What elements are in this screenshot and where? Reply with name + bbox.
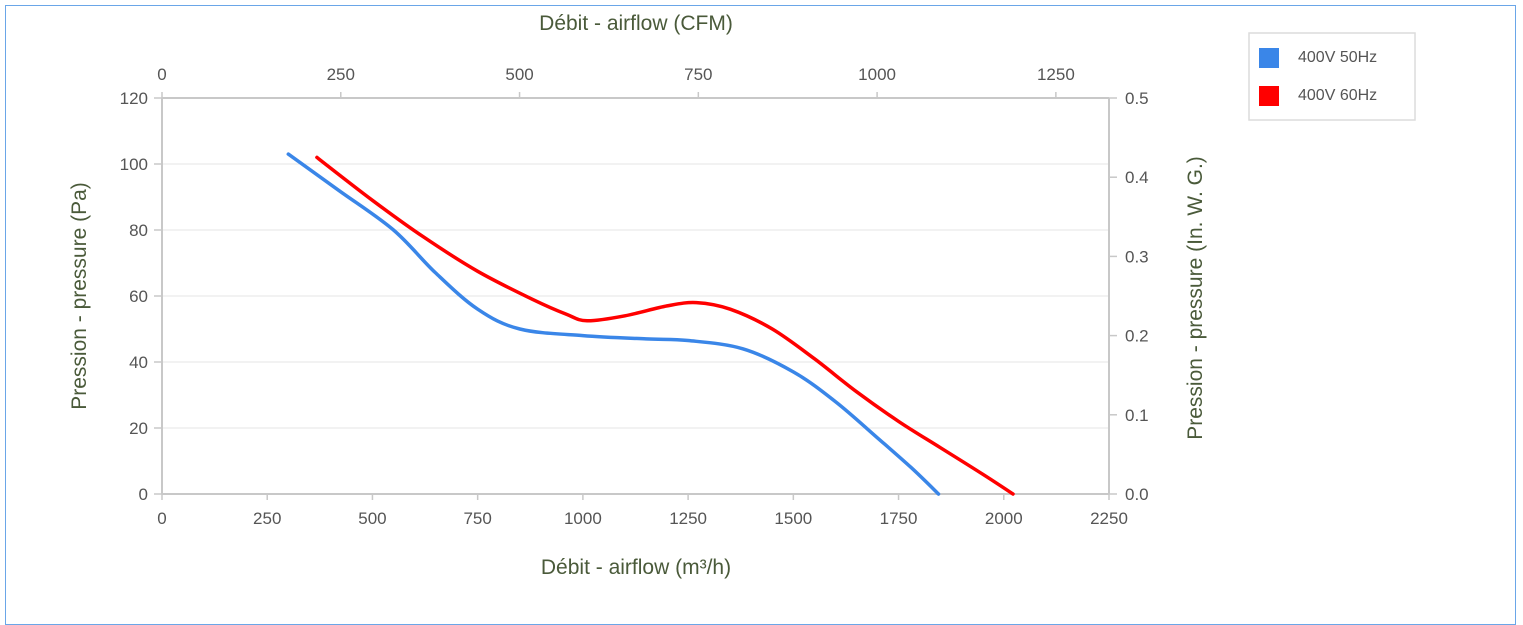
legend-box	[1248, 32, 1416, 121]
y-left-tick-label: 120	[120, 89, 148, 108]
x-top-tick-label: 1250	[1037, 65, 1075, 84]
x-bottom-tick-label: 2250	[1090, 509, 1128, 528]
y-left-tick-label: 60	[129, 287, 148, 306]
y-left-tick-label: 100	[120, 155, 148, 174]
x-bottom-tick-label: 1000	[564, 509, 602, 528]
x-top-tick-label: 500	[505, 65, 533, 84]
x-bottom-axis-title: Débit - airflow (m³/h)	[541, 556, 731, 579]
x-bottom-tick-label: 750	[463, 509, 491, 528]
y-left-tick-label: 20	[129, 419, 148, 438]
legend: 400V 50Hz 400V 60Hz	[1248, 32, 1416, 121]
legend-swatch-50hz	[1259, 48, 1279, 68]
x-bottom-tick-label: 500	[358, 509, 386, 528]
x-bottom-tick-label: 1750	[880, 509, 918, 528]
x-bottom-tick-label: 250	[253, 509, 281, 528]
y-left-tick-label: 0	[139, 485, 148, 504]
x-top-tick-label: 250	[327, 65, 355, 84]
x-top-tick-label: 0	[157, 65, 166, 84]
x-bottom-tick-label: 0	[157, 509, 166, 528]
x-bottom-tick-label: 1250	[669, 509, 707, 528]
y-right-tick-label: 0.4	[1125, 168, 1149, 187]
x-bottom-tick-label: 2000	[985, 509, 1023, 528]
series-line-60hz	[315, 155, 1015, 496]
y-right-tick-label: 0.2	[1125, 327, 1149, 346]
x-top-tick-label: 750	[684, 65, 712, 84]
legend-label-60hz: 400V 60Hz	[1298, 87, 1377, 104]
legend-swatch-60hz	[1259, 86, 1279, 106]
y-right-tick-label: 0.0	[1125, 485, 1149, 504]
x-bottom-tick-label: 1500	[774, 509, 812, 528]
y-right-tick-label: 0.1	[1125, 406, 1149, 425]
series-layer	[286, 152, 1015, 496]
y-right-tick-label: 0.5	[1125, 89, 1149, 108]
y-right-tick-label: 0.3	[1125, 247, 1149, 266]
chart-frame: 0 250 500 750 1000 1250 1500 1750 2000 2250 0 250 50…	[5, 5, 1516, 625]
series-line-50hz	[286, 152, 941, 496]
y-right-axis-title: Pression - pressure (In. W. G.)	[1184, 156, 1207, 440]
y-left-tick-label: 40	[129, 353, 148, 372]
y-left-axis-title: Pression - pressure (Pa)	[68, 182, 91, 410]
x-top-tick-label: 1000	[858, 65, 896, 84]
legend-label-50hz: 400V 50Hz	[1298, 49, 1377, 66]
y-left-tick-label: 80	[129, 221, 148, 240]
x-top-axis-title: Débit - airflow (CFM)	[539, 12, 733, 35]
grid-layer	[162, 97, 1109, 429]
